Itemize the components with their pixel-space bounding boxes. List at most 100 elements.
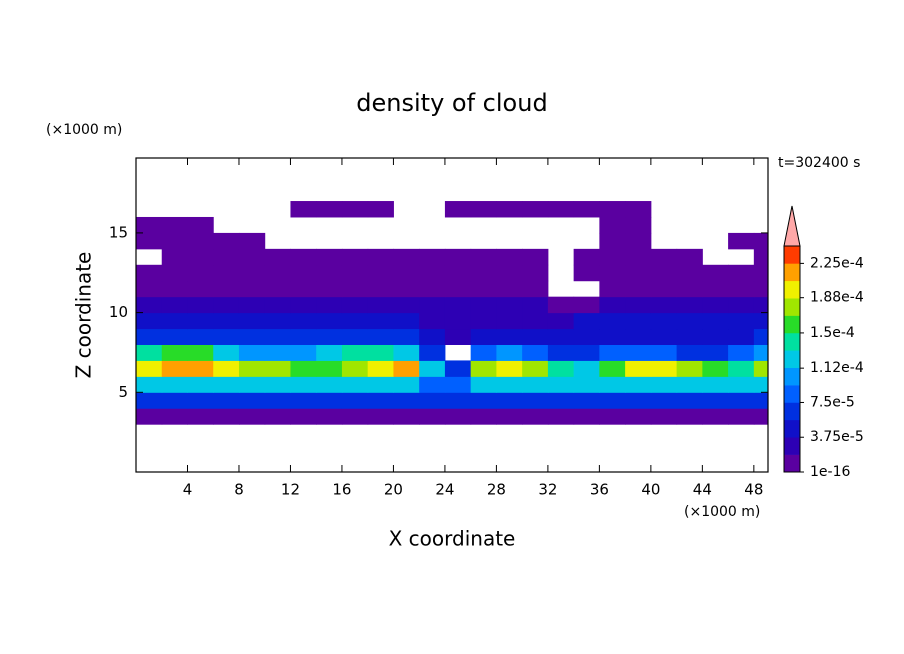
- contour-cell: [367, 392, 394, 409]
- contour-cell: [522, 264, 549, 282]
- contour-cell: [419, 280, 446, 298]
- colorbar-band: [784, 332, 800, 351]
- colorbar-band: [784, 437, 800, 455]
- contour-cell: [136, 280, 163, 298]
- contour-cell: [444, 408, 472, 425]
- y-tick-label: 5: [118, 383, 128, 401]
- contour-cell: [496, 201, 523, 218]
- contour-cell: [470, 376, 497, 393]
- contour-cell: [316, 296, 343, 314]
- plot-frame: [135, 157, 769, 473]
- contour-cell: [444, 264, 472, 282]
- contour-cell: [393, 296, 420, 314]
- contour-cell: [650, 264, 678, 282]
- contour-cell: [316, 360, 343, 377]
- contour-cell: [625, 201, 652, 218]
- x-tick-label: 16: [332, 481, 351, 499]
- contour-cell: [522, 248, 549, 266]
- contour-cell: [599, 201, 626, 218]
- contour-cell: [367, 201, 394, 218]
- contour-cell: [650, 328, 678, 345]
- contour-cell: [316, 201, 343, 218]
- contour-cell: [444, 201, 472, 218]
- contour-cell: [496, 296, 523, 314]
- contour-cell: [136, 264, 163, 282]
- contour-cell: [522, 328, 549, 345]
- contour-cell: [187, 264, 214, 282]
- contour-cell: [187, 376, 214, 393]
- contour-cell: [522, 344, 549, 361]
- contour-cell: [625, 248, 652, 266]
- contour-cell: [393, 312, 420, 330]
- contour-cell: [496, 376, 523, 393]
- contour-cell: [136, 328, 163, 345]
- contour-cell: [213, 248, 240, 266]
- contour-cell: [676, 280, 703, 298]
- x-tick-label: 36: [590, 481, 609, 499]
- contour-cell: [161, 360, 188, 377]
- contour-cell: [341, 376, 369, 393]
- contour-cell: [161, 408, 188, 425]
- contour-cell: [676, 312, 703, 330]
- contour-cell: [238, 312, 266, 330]
- contour-cell: [573, 360, 600, 377]
- contour-cell: [470, 248, 497, 266]
- contour-field: [136, 201, 768, 425]
- contour-cell: [625, 312, 652, 330]
- contour-cell: [213, 360, 240, 377]
- contour-cell: [367, 264, 394, 282]
- contour-cell: [728, 296, 755, 314]
- contour-cell: [702, 328, 729, 345]
- contour-cell: [625, 392, 652, 409]
- contour-cell: [650, 280, 678, 298]
- contour-cell: [367, 248, 394, 266]
- contour-cell: [625, 408, 652, 425]
- contour-cell: [547, 376, 575, 393]
- contour-cell: [393, 360, 420, 377]
- contour-cell: [496, 264, 523, 282]
- contour-cell: [470, 360, 497, 377]
- colorbar-label: 1e-16: [810, 464, 850, 480]
- colorbar-label: 1.88e-4: [810, 290, 864, 306]
- colorbar-band: [784, 246, 800, 264]
- contour-cell: [238, 328, 266, 345]
- contour-cell: [728, 280, 755, 298]
- colorbar-label: 7.5e-5: [810, 394, 855, 410]
- contour-cell: [599, 392, 626, 409]
- contour-cell: [599, 360, 626, 377]
- contour-cell: [650, 408, 678, 425]
- contour-cell: [522, 280, 549, 298]
- contour-cell: [753, 280, 768, 298]
- contour-cell: [547, 312, 575, 330]
- x-tick-label: 20: [384, 481, 403, 499]
- contour-cell: [702, 280, 729, 298]
- contour-cell: [213, 296, 240, 314]
- contour-cell: [547, 296, 575, 314]
- contour-cell: [599, 328, 626, 345]
- contour-cell: [341, 248, 369, 266]
- contour-cell: [213, 328, 240, 345]
- contour-cell: [676, 328, 703, 345]
- contour-cell: [728, 328, 755, 345]
- contour-cell: [161, 216, 188, 234]
- contour-cell: [676, 392, 703, 409]
- contour-cell: [187, 296, 214, 314]
- contour-cell: [213, 392, 240, 409]
- contour-cell: [393, 408, 420, 425]
- contour-cell: [573, 248, 600, 266]
- contour-cell: [187, 392, 214, 409]
- contour-cell: [264, 264, 291, 282]
- contour-cell: [444, 296, 472, 314]
- colorbar-band: [784, 454, 800, 473]
- contour-cell: [264, 408, 291, 425]
- contour-cell: [676, 408, 703, 425]
- contour-cell: [316, 312, 343, 330]
- contour-cell: [728, 408, 755, 425]
- contour-cell: [444, 392, 472, 409]
- contour-cell: [419, 344, 446, 361]
- contour-cell: [702, 264, 729, 282]
- contour-cell: [367, 408, 394, 425]
- contour-cell: [367, 280, 394, 298]
- contour-cell: [650, 312, 678, 330]
